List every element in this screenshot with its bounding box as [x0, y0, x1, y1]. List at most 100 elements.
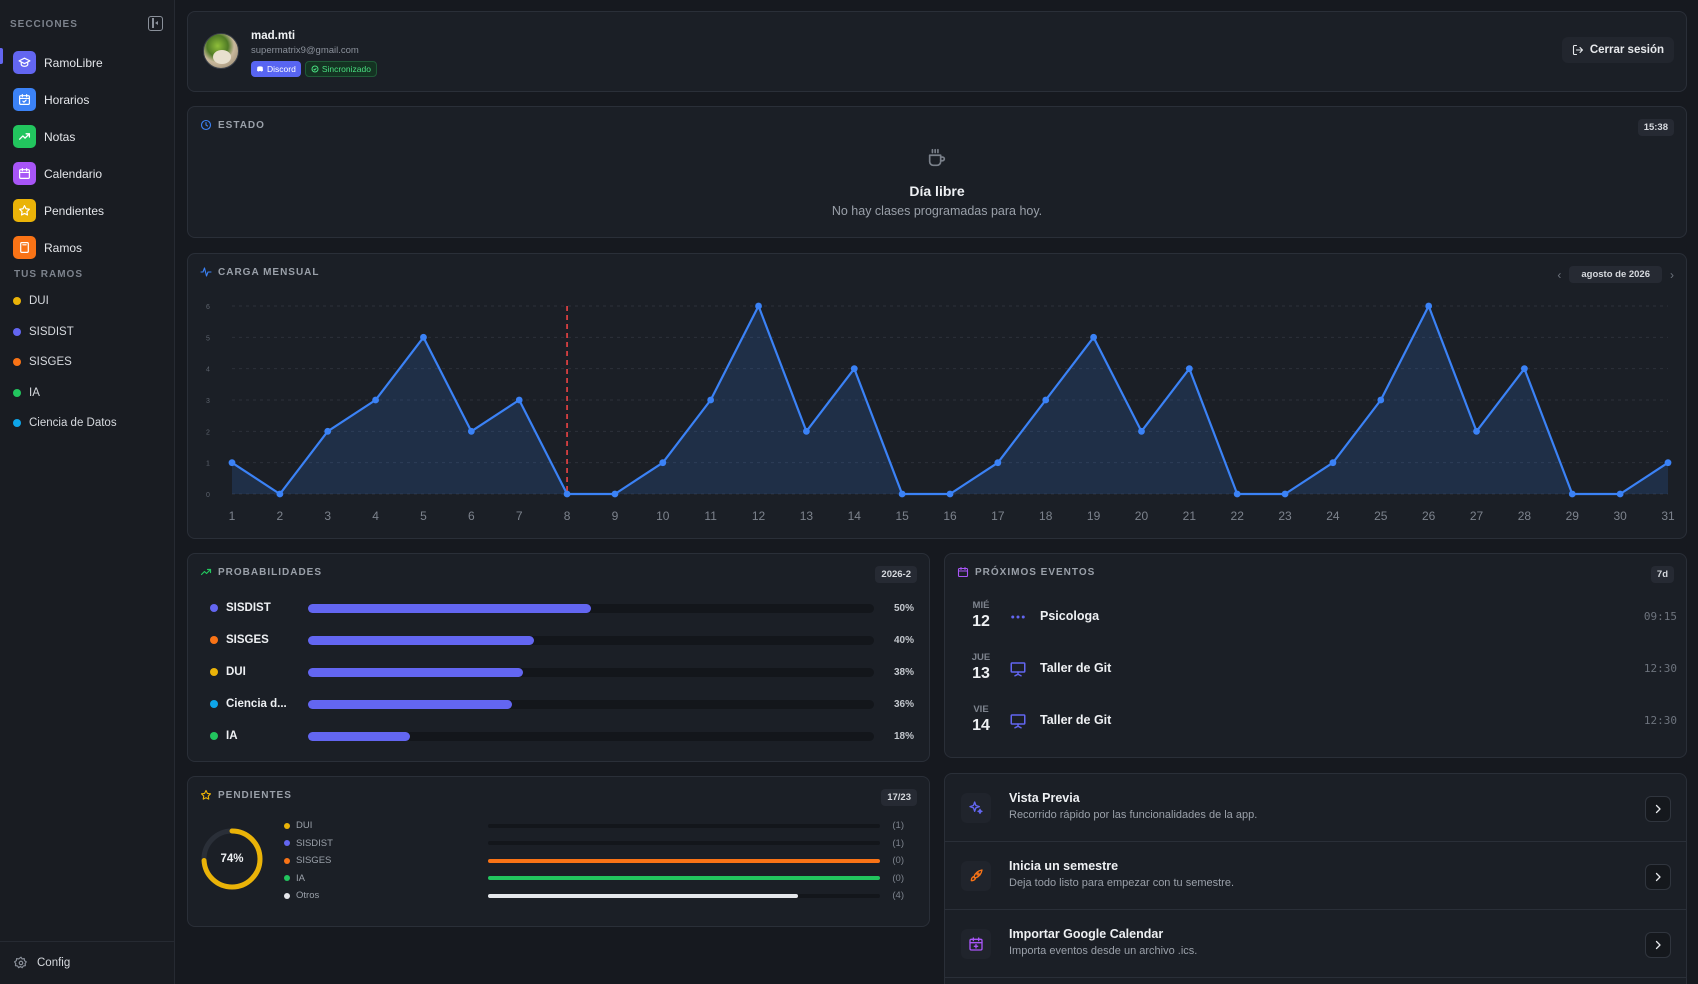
probability-bar — [307, 667, 875, 677]
event-time: 12:30 — [1643, 714, 1677, 727]
course-item-sisdist[interactable]: SISDIST — [13, 317, 163, 348]
monthly-load-card: 0 1 2 3 4 5 6 1 2 3 4 5 6 7 8 9 10 11 12 13 14 15 16 17 18 19 20 21… — [187, 253, 1687, 539]
sidebar-item-calendario[interactable]: Calendario — [13, 155, 163, 192]
sidebar-item-ramos[interactable]: Ramos — [13, 229, 163, 266]
event-day: 13 — [972, 665, 990, 682]
quick-actions: Vista Previa Recorrido rápido por las fu… — [944, 773, 1687, 984]
probability-course-name: IA — [226, 730, 238, 742]
course-item-ia[interactable]: IA — [13, 378, 163, 409]
pending-progress-label: 74% — [220, 853, 244, 865]
status-time-badge: 15:38 — [1637, 119, 1674, 136]
event-item[interactable]: JUE 13 Taller de Git 12:30 — [967, 652, 1677, 704]
action-vista-previa[interactable]: Vista Previa Recorrido rápido por las fu… — [945, 774, 1686, 842]
probability-row: Ciencia d... 36% — [210, 688, 914, 720]
pending-course-name: DUI — [296, 820, 313, 832]
course-item-ciencia-de-datos[interactable]: Ciencia de Datos — [13, 408, 163, 439]
probability-value: 18% — [893, 730, 914, 742]
chart-point — [707, 396, 715, 404]
probability-bar — [307, 603, 875, 613]
chart-x-tick-label: 16 — [943, 509, 957, 523]
sidebar-item-label: Notas — [44, 129, 76, 144]
chart-point — [563, 490, 571, 498]
logout-button[interactable]: Cerrar sesión — [1561, 37, 1674, 63]
sidebar-item-label: Calendario — [44, 166, 103, 181]
chevron-right-icon[interactable] — [1645, 864, 1671, 890]
chart-point — [515, 396, 523, 404]
config-button[interactable]: Config — [0, 941, 175, 984]
calendar-check-icon — [13, 88, 36, 111]
pending-bar — [487, 893, 881, 898]
chart-x-tick-label: 20 — [1135, 509, 1149, 523]
probability-course-name: Ciencia d... — [226, 698, 287, 710]
star-icon — [200, 789, 212, 800]
check-circle-icon — [311, 65, 319, 73]
chart-x-tick-label: 9 — [612, 509, 619, 523]
star-icon — [13, 199, 36, 222]
course-label: DUI — [29, 295, 49, 308]
chevron-right-icon[interactable] — [1645, 932, 1671, 958]
chart-x-tick-label: 2 — [277, 509, 284, 523]
pending-row: DUI (1) — [284, 817, 904, 835]
event-title: Taller de Git — [1040, 661, 1112, 675]
action-importar-calendar[interactable]: Importar Google Calendar Importa eventos… — [945, 910, 1686, 978]
chart-point — [1568, 490, 1576, 498]
status-card: ESTADO 15:38 Día libre No hay clases pro… — [187, 106, 1687, 238]
clock-icon — [200, 119, 212, 131]
sidebar-nav: RamoLibre Horarios Notas Calendario Pend… — [13, 44, 163, 266]
chart-x-tick-label: 19 — [1087, 509, 1101, 523]
probability-bar — [307, 699, 875, 709]
chart-y-tick-label: 0 — [206, 492, 210, 499]
chart-y-tick-label: 5 — [206, 335, 210, 342]
sidebar-item-ramolibre[interactable]: RamoLibre — [13, 44, 163, 81]
chart-x-tick-label: 30 — [1613, 509, 1627, 523]
sidebar-collapse-icon[interactable] — [148, 16, 163, 31]
coffee-icon — [928, 148, 946, 167]
sidebar-item-horarios[interactable]: Horarios — [13, 81, 163, 118]
chart-point — [276, 490, 284, 498]
discord-icon — [257, 66, 263, 72]
action-title: Vista Previa — [1009, 791, 1080, 805]
event-item[interactable]: MIÉ 12 Psicologa 09:15 — [967, 600, 1677, 652]
pending-course-name: IA — [296, 872, 305, 884]
event-day: 14 — [972, 717, 990, 734]
chart-point — [946, 490, 954, 498]
chevron-right-icon[interactable] — [1645, 796, 1671, 822]
chart-point — [467, 427, 475, 435]
course-dot — [284, 892, 290, 899]
probability-course-name: DUI — [226, 666, 246, 678]
probability-row: DUI 38% — [210, 656, 914, 688]
chevron-right-icon[interactable]: › — [1670, 267, 1674, 282]
event-item[interactable]: VIE 14 Taller de Git 12:30 — [967, 704, 1677, 756]
probabilities-card: PROBABILIDADES 2026-2 SISDIST 50% SISGES… — [187, 553, 930, 762]
monthly-load-title-label: CARGA MENSUAL — [218, 266, 320, 278]
chart-point — [1233, 490, 1241, 498]
probability-value: 36% — [893, 698, 914, 710]
pending-course-name: SISDIST — [296, 837, 333, 849]
probability-row: SISDIST 50% — [210, 592, 914, 624]
action-inicia-semestre[interactable]: Inicia un semestre Deja todo listo para … — [945, 842, 1686, 910]
chart-point — [755, 302, 762, 310]
chart-x-tick-label: 18 — [1039, 509, 1053, 523]
discord-badge-label: Discord — [267, 64, 296, 74]
probability-bar-fill — [307, 667, 523, 677]
chart-point — [1473, 427, 1480, 435]
sidebar-item-pendientes[interactable]: Pendientes — [13, 192, 163, 229]
config-label: Config — [37, 957, 71, 969]
probability-bar-fill — [307, 635, 535, 645]
sync-badge-label: Sincronizado — [321, 64, 371, 74]
dots-icon — [1011, 615, 1025, 619]
course-item-sisges[interactable]: SISGES — [13, 347, 163, 378]
month-navigator: ‹ agosto de 2026 › — [1557, 266, 1674, 283]
chart-point — [228, 459, 236, 467]
pending-row: Otros (4) — [284, 887, 904, 905]
chevron-left-icon[interactable]: ‹ — [1557, 267, 1562, 282]
chart-y-tick-label: 6 — [206, 304, 210, 311]
action-title: Inicia un semestre — [1009, 859, 1119, 873]
chart-point — [1664, 459, 1672, 467]
presentation-icon — [1010, 662, 1026, 677]
sidebar-item-notas[interactable]: Notas — [13, 118, 163, 155]
probability-row: SISGES 40% — [210, 624, 914, 656]
probability-course-name: SISDIST — [226, 602, 271, 614]
active-nav-marker — [0, 48, 3, 64]
course-item-dui[interactable]: DUI — [13, 286, 163, 317]
